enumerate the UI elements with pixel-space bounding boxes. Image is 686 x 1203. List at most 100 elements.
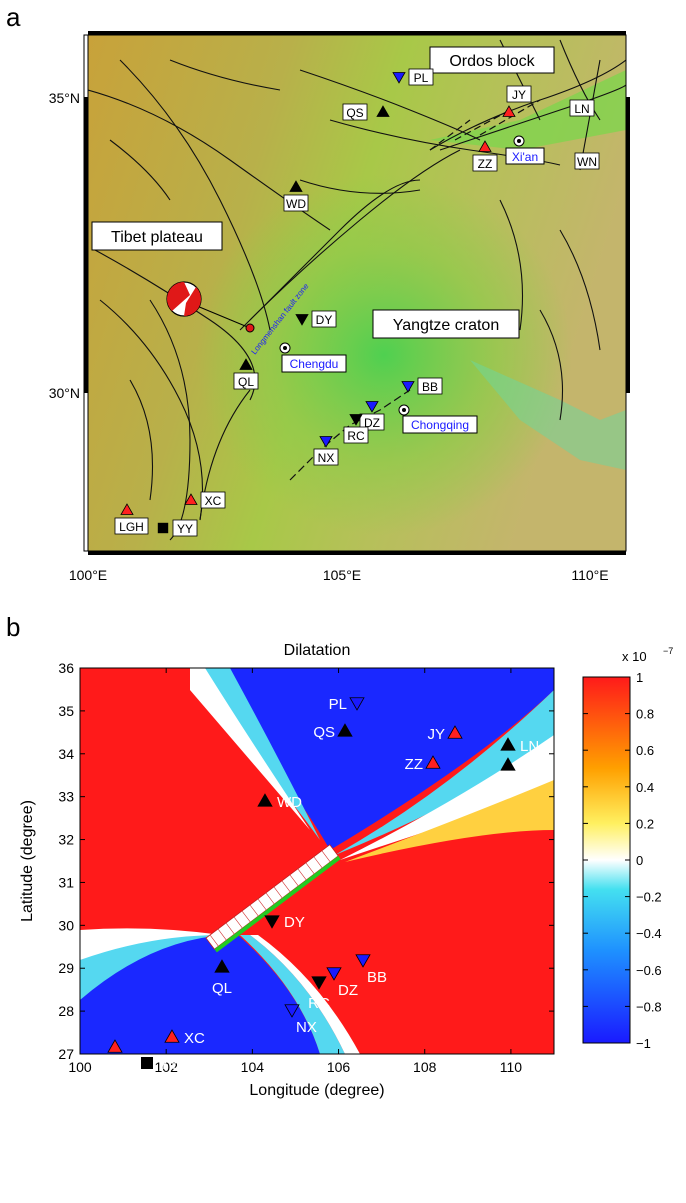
x-tick-label: 102 <box>155 1059 179 1075</box>
station-zz-label: ZZ <box>478 157 493 171</box>
station-pl-label: PL <box>414 71 429 85</box>
y-axis-label: Latitude (degree) <box>19 800 36 922</box>
b-station-lgh-label: LGH <box>100 1060 131 1077</box>
station-wn-label: WN <box>577 155 597 169</box>
station-zz-label-box <box>472 154 498 172</box>
b-station-bb-label: BB <box>367 969 387 986</box>
panel-a-letter: a <box>6 2 21 32</box>
station-dy-marker <box>295 314 309 326</box>
x-tick-label: 110 <box>500 1059 523 1075</box>
panel-b-stations: PL QS JY LN ZZ WN WD DY QL BB DZ RC NX XC LGH YY <box>100 696 545 1077</box>
panel-a-right-border-segment <box>626 97 630 393</box>
y-tick-label: 31 <box>58 874 74 890</box>
b-station-wd-marker <box>257 793 273 807</box>
b-station-lgh-marker <box>107 1039 123 1053</box>
panel-a-top-border <box>88 31 626 35</box>
chart-title: Dilatation <box>284 642 351 659</box>
b-station-pl-marker <box>349 697 365 711</box>
city-chengdu: Chengdu <box>279 342 347 373</box>
city-xian-label: Xi'an <box>512 150 538 164</box>
colorbar-tick-label: −1 <box>636 1036 651 1051</box>
dashed-fault-north <box>429 99 541 151</box>
station-qs-marker <box>376 105 390 117</box>
station-qs-label: QS <box>346 106 363 120</box>
station-bb-label: BB <box>422 380 438 394</box>
station-nx-label-box <box>313 448 339 466</box>
station-ln-label-box <box>569 99 595 117</box>
colorbar-tick-label: −0.2 <box>636 890 662 905</box>
panel-a-bottom-border <box>88 551 626 555</box>
colorbar <box>582 676 631 1044</box>
station-dz-label-box <box>359 413 385 431</box>
b-station-xc-marker <box>164 1029 180 1043</box>
b-station-yy-label: YY <box>159 1056 179 1073</box>
b-station-qs-label: QS <box>313 724 335 741</box>
region-yangtze: Yangtze craton <box>372 309 520 339</box>
b-station-jy-label: JY <box>427 726 445 743</box>
station-jy-marker <box>502 105 516 117</box>
b-station-pl-label: PL <box>329 696 347 713</box>
weihe-basin <box>430 70 626 150</box>
region-yangtze-label: Yangtze craton <box>393 317 499 334</box>
panel-b-letter: b <box>6 612 20 642</box>
a-ytick-30: 30°N <box>49 385 80 401</box>
station-yy-label: YY <box>177 522 193 536</box>
focal-mechanism-beachball <box>166 281 255 333</box>
city-chongqing-label: Chongqing <box>411 418 469 432</box>
y-tick-label: 33 <box>58 789 74 805</box>
region-tibet: Tibet plateau <box>91 221 223 251</box>
b-station-ql-label: QL <box>212 980 232 997</box>
x-tick-label: 106 <box>327 1059 351 1075</box>
station-pl-marker <box>392 72 406 84</box>
station-rc-marker <box>349 414 363 426</box>
station-lgh-label-box <box>114 517 149 535</box>
station-wd-label: WD <box>286 197 306 211</box>
b-station-dy-label: DY <box>284 914 305 931</box>
b-station-qs-marker <box>337 723 353 737</box>
city-xian: Xi'an <box>505 135 545 165</box>
station-rc-label: RC <box>347 429 365 443</box>
station-nx-marker <box>319 436 333 448</box>
station-jy-label-box <box>506 85 532 103</box>
colorbar-tick-label: −0.4 <box>636 926 662 941</box>
station-xc-label: XC <box>205 494 222 508</box>
b-station-wd-label: WD <box>277 794 302 811</box>
station-dz-label: DZ <box>364 416 380 430</box>
x-axis-label: Longitude (degree) <box>249 1082 384 1099</box>
b-station-ln-label: LN <box>520 738 539 755</box>
station-ln-label: LN <box>574 102 589 116</box>
y-tick-label: 34 <box>58 746 74 762</box>
colorbar-tick-label: 0 <box>636 853 643 868</box>
b-station-wn-label: WN <box>520 758 545 775</box>
station-wd-label-box <box>283 194 309 212</box>
station-dy-label-box <box>311 310 337 328</box>
panel-a-left-border-segment <box>84 97 88 393</box>
station-wn-label-box <box>574 152 600 170</box>
region-ordos-label: Ordos block <box>449 53 535 70</box>
a-xtick-105: 105°E <box>323 567 361 583</box>
y-tick-label: 36 <box>58 660 74 676</box>
station-bb-label-box <box>417 377 443 395</box>
station-lgh-marker <box>120 503 134 515</box>
colorbar-exponent: x 10 <box>622 649 647 664</box>
colorbar-tick-label: 0.4 <box>636 780 654 795</box>
station-jy-label: JY <box>512 88 526 102</box>
y-tick-label: 29 <box>58 960 74 976</box>
station-ql-marker <box>239 358 253 370</box>
y-tick-label: 32 <box>58 832 74 848</box>
station-pl-label-box <box>408 68 434 86</box>
station-nx-label: NX <box>318 451 335 465</box>
station-lgh-label: LGH <box>119 520 144 534</box>
colorbar-tick-label: 1 <box>636 670 643 685</box>
station-yy-label-box <box>172 519 198 537</box>
b-station-xc-label: XC <box>184 1030 205 1047</box>
colorbar-ticks: 1 0.8 0.6 0.4 0.2 0 −0.2 −0.4 −0.6 −0.8 −1 <box>583 670 662 1051</box>
colorbar-tick-label: −0.6 <box>636 963 662 978</box>
y-tick-label: 35 <box>58 703 74 719</box>
panel-b-axes: 100 102 104 106 108 110 27 28 29 30 31 32 33 34 35 36 <box>58 660 554 1075</box>
station-wd-marker <box>289 180 303 192</box>
station-xc-label-box <box>200 491 226 509</box>
region-ordos: Ordos block <box>429 46 555 74</box>
